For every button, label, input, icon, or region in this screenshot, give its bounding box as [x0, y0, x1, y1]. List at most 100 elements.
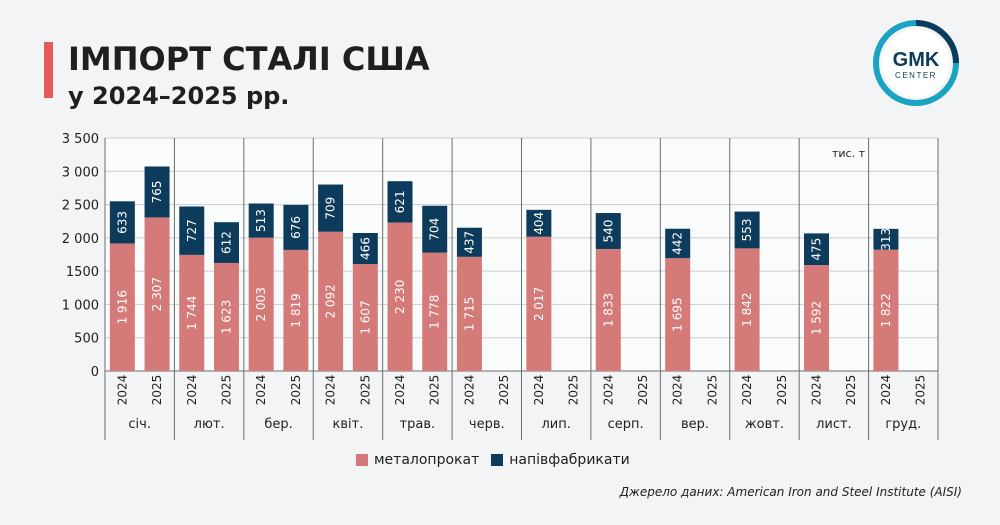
x-year-label: 2024	[393, 375, 407, 406]
x-year-label: 2025	[358, 375, 372, 406]
x-group-label: квіт.	[333, 417, 364, 432]
x-year-label: 2025	[705, 375, 719, 406]
bar-metal	[804, 265, 830, 371]
x-year-label: 2024	[740, 375, 754, 406]
x-group-label: лип.	[542, 417, 571, 432]
x-year-label: 2024	[671, 375, 685, 406]
data-label: 442	[671, 232, 685, 255]
legend-label-metal: металопрокат	[374, 452, 480, 468]
y-tick-label: 0	[91, 365, 99, 380]
x-year-label: 2025	[636, 375, 650, 406]
chart-legend: металопрокат напівфабрикати	[356, 452, 630, 468]
data-label: 540	[601, 220, 615, 243]
bar-semi	[804, 233, 830, 266]
y-tick-label: 2 500	[62, 199, 99, 214]
data-source: Джерело даних: American Iron and Steel I…	[619, 485, 962, 499]
bar-semi	[873, 228, 899, 250]
data-label: 709	[324, 197, 338, 220]
x-group-label: січ.	[128, 417, 151, 432]
chart-grid	[104, 137, 939, 440]
data-label: 1 833	[601, 293, 615, 327]
data-label: 1 695	[671, 297, 685, 331]
bar-metal	[179, 254, 205, 371]
chart-title: ІМПОРТ СТАЛІ США	[68, 40, 430, 78]
data-label: 404	[532, 212, 546, 235]
data-label: 2 307	[150, 277, 164, 311]
data-label: 1 822	[879, 293, 893, 327]
unit-label: тис. т	[832, 147, 866, 160]
x-year-label: 2024	[810, 375, 824, 406]
data-label: 2 092	[324, 284, 338, 318]
data-label: 1 916	[115, 290, 129, 324]
y-tick-label: 1500	[66, 265, 99, 280]
data-label: 466	[358, 237, 372, 260]
chart-subtitle: у 2024–2025 рр.	[68, 82, 290, 110]
x-group-label: бер.	[264, 417, 292, 432]
logo-text-bottom: CENTER	[895, 71, 937, 80]
bar-semi	[595, 213, 621, 249]
x-year-label: 2024	[879, 375, 893, 406]
bar-metal	[248, 237, 274, 371]
data-label: 513	[254, 209, 268, 232]
bar-metal	[144, 217, 170, 371]
bar-metal	[665, 258, 691, 371]
bar-metal	[283, 249, 309, 371]
x-group-label: вер.	[681, 417, 709, 432]
bar-semi	[179, 206, 205, 255]
x-group-label: черв.	[469, 417, 505, 432]
x-year-label: 2025	[567, 375, 581, 406]
y-tick-label: 500	[74, 332, 99, 347]
data-label: 1 819	[289, 293, 303, 327]
x-group-label: трав.	[400, 417, 436, 432]
bar-semi	[456, 227, 482, 257]
bar-metal	[456, 256, 482, 371]
bar-metal	[422, 252, 448, 371]
x-year-label: 2025	[497, 375, 511, 406]
y-tick-label: 2 000	[62, 232, 99, 247]
data-label: 676	[289, 216, 303, 239]
bar-semi	[248, 203, 274, 238]
legend-item-semi: напівфабрикати	[491, 452, 630, 468]
bar-semi	[665, 228, 691, 259]
x-year-label: 2025	[219, 375, 233, 406]
data-label: 2 230	[393, 280, 407, 314]
chart-labels: січ. 2024 1 916 633 2025 2 307 765 лют. 2024 1 74…	[115, 181, 927, 432]
x-year-label: 2024	[462, 375, 476, 406]
x-year-label: 2024	[254, 375, 268, 406]
data-label: 1 842	[740, 293, 754, 327]
data-label: 1 778	[428, 295, 442, 329]
x-group-label: лист.	[816, 417, 852, 432]
bar-metal	[318, 231, 344, 371]
data-label: 1 744	[185, 296, 199, 330]
bar-semi	[734, 211, 760, 249]
bar-metal	[352, 264, 378, 371]
bar-semi	[422, 205, 448, 253]
legend-item-metal: металопрокат	[356, 452, 479, 468]
x-year-label: 2024	[324, 375, 338, 406]
x-group-label: груд.	[885, 417, 921, 432]
x-year-label: 2025	[428, 375, 442, 406]
bar-metal	[526, 236, 552, 371]
data-label: 765	[150, 181, 164, 204]
x-year-label: 2025	[844, 375, 858, 406]
bar-metal	[213, 262, 239, 371]
data-label: 1 715	[462, 297, 476, 331]
x-year-label: 2025	[289, 375, 303, 406]
data-label: 1 607	[358, 300, 372, 334]
x-year-label: 2025	[150, 375, 164, 406]
data-label: 727	[185, 219, 199, 242]
chart-bars	[109, 166, 899, 371]
gmk-center-logo: GMK CENTER	[873, 20, 959, 106]
legend-swatch-semi	[491, 454, 504, 466]
bar-metal	[387, 222, 413, 371]
bar-semi	[109, 201, 135, 244]
data-label: 704	[428, 218, 442, 241]
data-label: 475	[810, 238, 824, 261]
bar-semi	[213, 222, 239, 263]
x-year-label: 2025	[914, 375, 928, 406]
bar-semi	[526, 209, 552, 237]
bar-semi	[352, 232, 378, 265]
data-label: 1 623	[219, 300, 233, 334]
data-label: 621	[393, 190, 407, 213]
bar-semi	[283, 204, 309, 250]
